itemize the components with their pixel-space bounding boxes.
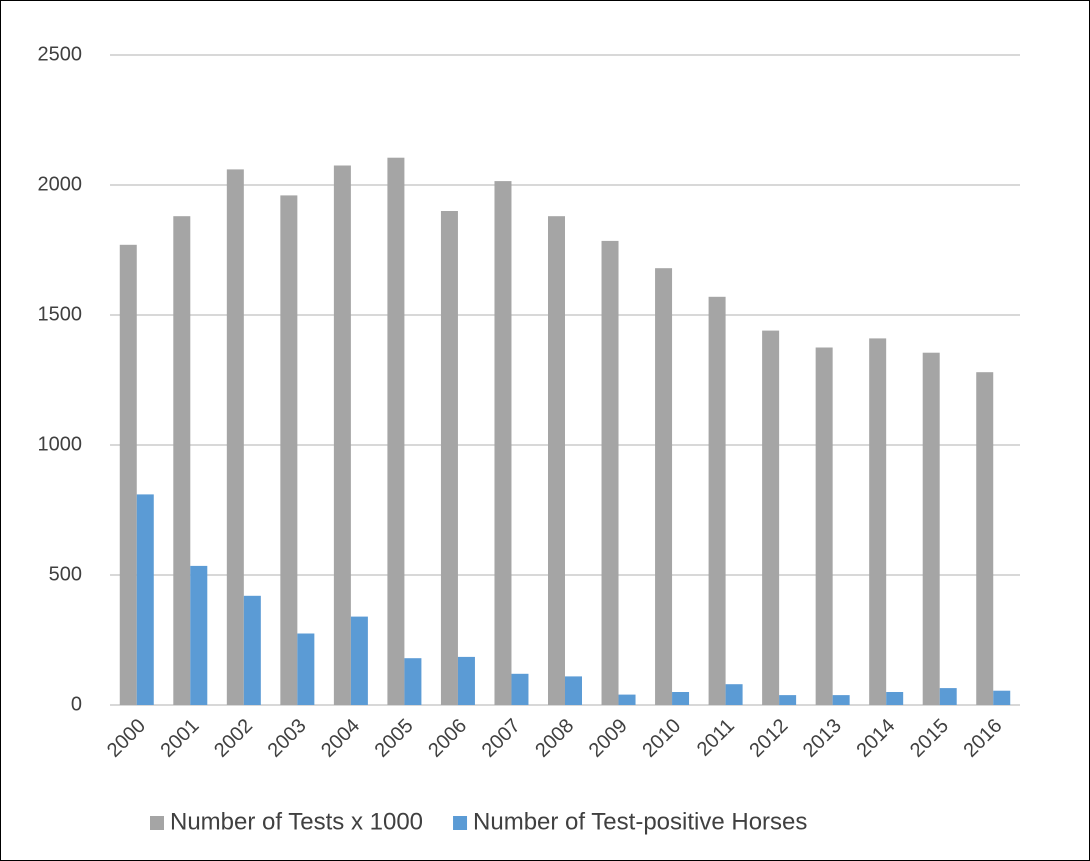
legend-label: Number of Tests x 1000 (170, 808, 423, 835)
bar (190, 565, 208, 705)
bar (672, 692, 690, 705)
legend-label: Number of Test-positive Horses (473, 808, 807, 835)
bar (333, 165, 351, 705)
bar (226, 169, 244, 705)
bar (762, 330, 780, 705)
bar (939, 688, 957, 705)
bar (548, 216, 565, 705)
bar (404, 658, 422, 705)
y-tick-label: 0 (71, 693, 82, 715)
bar (297, 633, 315, 705)
bar (618, 694, 636, 705)
bar (601, 240, 619, 705)
legend-swatch (453, 816, 468, 830)
bar (976, 372, 994, 705)
bar (886, 692, 904, 705)
y-tick-label: 2500 (38, 43, 83, 65)
bar (725, 684, 743, 705)
legend-swatch (150, 816, 164, 830)
bar (136, 494, 154, 705)
bar (922, 352, 940, 705)
bar (708, 296, 726, 705)
y-tick-label: 2000 (38, 173, 83, 195)
bar (243, 595, 261, 705)
bar (440, 211, 458, 705)
bar (350, 616, 368, 705)
bar (387, 157, 405, 705)
bar (119, 244, 137, 706)
bar (280, 195, 298, 705)
bar (815, 347, 833, 705)
y-tick-label: 500 (49, 563, 82, 585)
bar (511, 673, 529, 705)
bar (993, 690, 1011, 705)
bar (565, 676, 582, 705)
bar (173, 216, 191, 705)
bar (655, 268, 673, 705)
bar (779, 695, 797, 705)
y-tick-label: 1000 (38, 433, 83, 455)
bar (457, 656, 475, 705)
y-tick-label: 1500 (38, 303, 83, 325)
bar (869, 338, 887, 705)
bar (494, 181, 512, 706)
bar (832, 695, 850, 705)
